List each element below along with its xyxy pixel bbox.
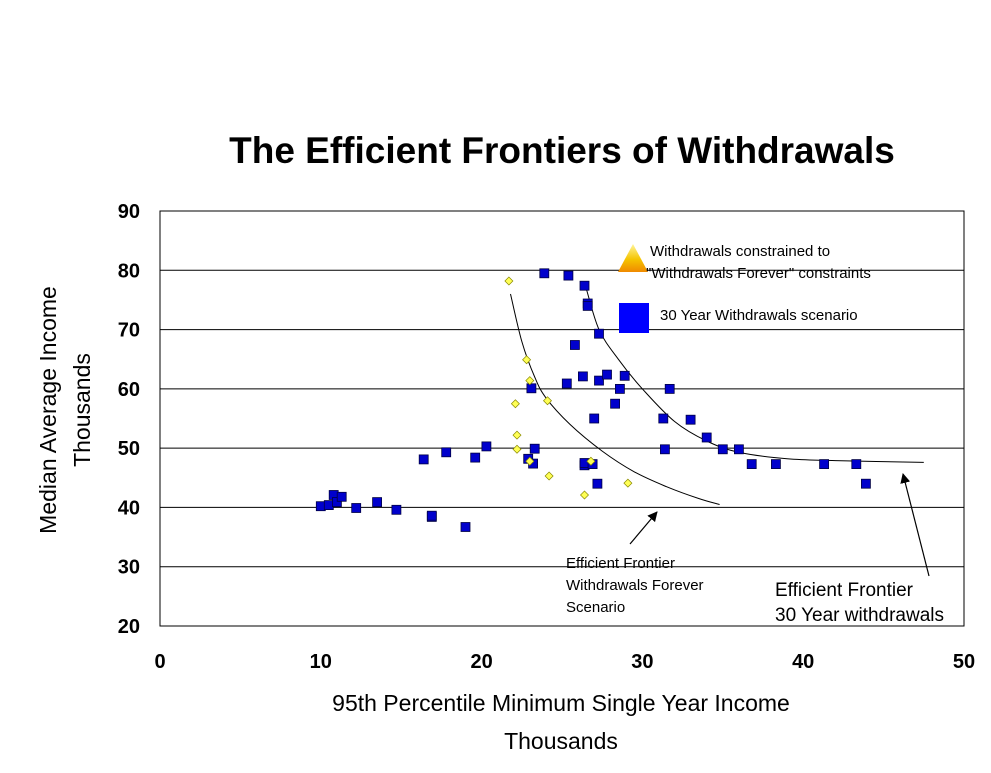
point-square <box>391 504 402 515</box>
point-square <box>426 510 437 521</box>
grid <box>160 269 964 568</box>
point-diamond <box>623 478 633 488</box>
x-tick-label: 30 <box>631 651 653 673</box>
annotation-30yr-arrow <box>900 473 930 577</box>
x-tick-label: 40 <box>792 651 814 673</box>
point-square <box>861 478 871 489</box>
y-tick-labels: 20 30 40 50 60 70 80 90 <box>118 201 140 638</box>
point-square <box>539 268 550 279</box>
point-square <box>372 497 383 508</box>
point-square <box>579 458 590 468</box>
point-square <box>734 444 744 455</box>
legend-item-1-line2: "Withdrawals Forever" constraints <box>646 265 871 282</box>
point-square <box>619 370 630 381</box>
point-square <box>602 369 612 380</box>
y-tick-label: 20 <box>118 616 140 638</box>
point-square <box>578 371 588 382</box>
annotation-forever: Efficient Frontier Withdrawals Forever S… <box>566 511 704 616</box>
point-diamond <box>522 355 532 365</box>
point-diamond <box>525 376 535 386</box>
point-diamond <box>580 490 589 500</box>
y-tick-label: 60 <box>118 379 140 401</box>
point-square <box>701 432 712 443</box>
y-tick-label: 80 <box>118 260 140 282</box>
x-axis-unit: Thousands <box>504 728 618 754</box>
annotation-30yr: Efficient Frontier 30 Year withdrawals <box>775 473 944 626</box>
legend: Withdrawals constrained to "Withdrawals … <box>618 243 871 333</box>
y-tick-label: 30 <box>118 557 140 579</box>
point-square <box>460 522 471 532</box>
point-square <box>589 413 600 424</box>
legend-item-2: 30 Year Withdrawals scenario <box>660 307 858 324</box>
y-tick-label: 70 <box>118 320 140 342</box>
point-square <box>746 459 757 470</box>
annotation-30yr-line1: Efficient Frontier <box>775 580 914 601</box>
point-square <box>819 459 829 470</box>
point-diamond <box>504 276 514 286</box>
y-axis-unit: Thousands <box>69 353 95 467</box>
x-tick-labels: 0 10 20 30 40 50 <box>154 651 975 673</box>
point-square <box>481 441 492 452</box>
point-square <box>594 375 604 386</box>
point-diamond <box>512 444 522 454</box>
annotation-forever-arrow <box>629 511 658 545</box>
legend-square-icon <box>619 303 649 333</box>
point-diamond <box>512 430 522 440</box>
annotation-forever-line3: Scenario <box>566 599 625 616</box>
point-square <box>529 443 540 454</box>
annotation-forever-line2: Withdrawals Forever <box>566 577 704 594</box>
y-tick-label: 50 <box>118 438 140 460</box>
x-tick-label: 20 <box>470 651 492 673</box>
point-square <box>771 459 781 470</box>
data-points <box>315 268 871 532</box>
point-square <box>418 454 429 465</box>
x-tick-label: 0 <box>154 651 165 673</box>
point-square <box>615 383 625 394</box>
point-square <box>441 447 452 458</box>
point-diamond <box>543 396 552 406</box>
point-diamond <box>586 456 596 466</box>
point-square <box>336 491 347 502</box>
point-square <box>470 452 481 463</box>
point-square <box>526 383 537 394</box>
point-square <box>664 383 675 394</box>
legend-triangle-icon <box>618 244 648 272</box>
point-square <box>582 300 593 311</box>
point-square <box>717 444 728 455</box>
point-square <box>579 280 590 291</box>
point-square <box>851 459 862 470</box>
point-square <box>563 270 574 281</box>
point-square <box>658 413 669 424</box>
x-tick-label: 50 <box>953 651 975 673</box>
frontier-curve-2 <box>585 287 924 463</box>
y-tick-label: 90 <box>118 201 140 223</box>
point-square <box>610 398 620 409</box>
y-tick-label: 40 <box>118 497 140 519</box>
x-tick-label: 10 <box>310 651 332 673</box>
y-axis-label: Median Average Income <box>35 286 61 534</box>
point-square <box>570 340 580 350</box>
point-square <box>660 444 670 455</box>
point-square <box>351 503 362 513</box>
annotation-30yr-line2: 30 Year withdrawals <box>775 605 944 626</box>
point-square <box>323 500 334 511</box>
point-square <box>685 414 696 425</box>
point-square <box>592 478 603 489</box>
point-diamond <box>510 399 520 409</box>
annotation-forever-line1: Efficient Frontier <box>566 555 675 572</box>
point-diamond <box>525 456 535 466</box>
point-square <box>594 328 604 339</box>
plot-area <box>159 210 965 627</box>
point-square <box>561 378 572 389</box>
y-axis-title: Median Average Income Thousands <box>35 286 95 534</box>
chart-title: The Efficient Frontiers of Withdrawals <box>229 130 895 171</box>
x-axis-label: 95th Percentile Minimum Single Year Inco… <box>332 690 790 716</box>
legend-item-1-line1: Withdrawals constrained to <box>650 243 830 260</box>
point-diamond <box>544 471 554 481</box>
